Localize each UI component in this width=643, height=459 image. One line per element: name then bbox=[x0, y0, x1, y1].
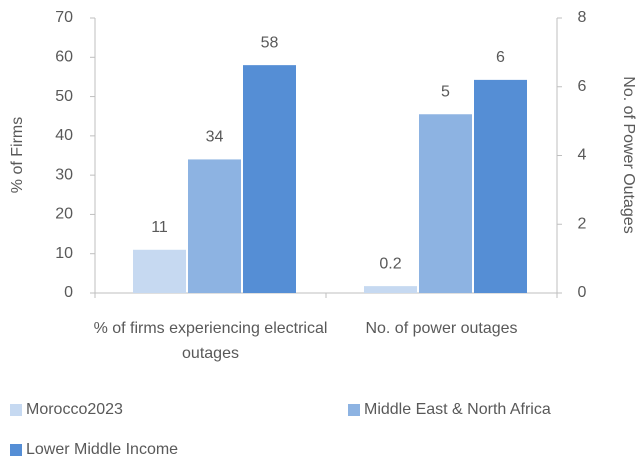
legend-swatch bbox=[10, 404, 22, 416]
x-tick-label: % of firms experiencing electrical outag… bbox=[93, 320, 328, 362]
legend-label: Middle East & North Africa bbox=[364, 401, 551, 418]
x-tick-label: No. of power outages bbox=[365, 320, 518, 337]
y-tick-label: 40 bbox=[55, 127, 73, 144]
y2-tick-label: 0 bbox=[578, 284, 587, 301]
bar bbox=[364, 286, 417, 293]
y-tick-label: 30 bbox=[55, 166, 73, 183]
data-label: 0.2 bbox=[379, 255, 401, 272]
data-label: 11 bbox=[151, 219, 168, 236]
legend-label: Morocco2023 bbox=[26, 401, 123, 418]
legend-label: Lower Middle Income bbox=[26, 441, 179, 458]
legend-swatch bbox=[10, 444, 22, 456]
y2-tick-label: 6 bbox=[578, 78, 587, 95]
bar bbox=[243, 65, 296, 294]
bar bbox=[474, 79, 527, 293]
bar bbox=[419, 114, 472, 293]
y-tick-label: 0 bbox=[64, 284, 73, 301]
y-tick-label: 50 bbox=[55, 88, 73, 105]
y-tick-label: 70 bbox=[55, 9, 73, 26]
y2-tick-label: 4 bbox=[578, 147, 587, 164]
data-label: 34 bbox=[206, 129, 224, 146]
y2-tick-label: 8 bbox=[578, 9, 587, 26]
bar bbox=[133, 249, 186, 293]
y-axis-title: % of Firms bbox=[9, 117, 26, 193]
legend-item: Middle East & North Africa bbox=[348, 401, 551, 419]
legend-swatch bbox=[348, 404, 360, 416]
bar bbox=[188, 159, 241, 293]
y-tick-label: 20 bbox=[55, 206, 73, 223]
y-tick-label: 10 bbox=[55, 245, 73, 262]
y2-axis-title: No. of Power Outages bbox=[620, 76, 637, 233]
data-label: 6 bbox=[496, 49, 505, 66]
legend-item: Morocco2023 bbox=[10, 401, 123, 419]
y2-tick-label: 2 bbox=[578, 215, 587, 232]
legend-item: Lower Middle Income bbox=[10, 441, 178, 459]
y-tick-label: 60 bbox=[55, 49, 73, 66]
data-label: 58 bbox=[261, 34, 279, 51]
data-label: 5 bbox=[441, 83, 450, 100]
